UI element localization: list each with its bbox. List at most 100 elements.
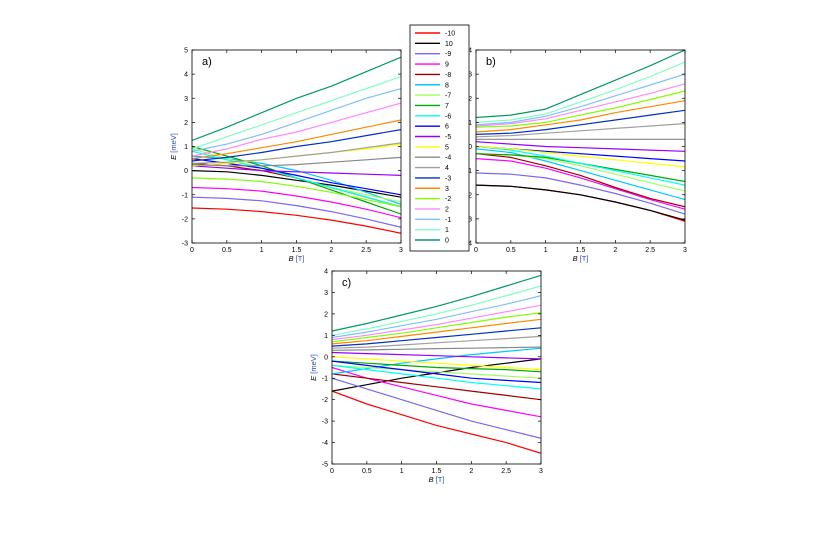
y-axis-unit: [meV] (309, 354, 318, 374)
legend-entry: 6 (445, 124, 449, 131)
series-line--2 (192, 177, 401, 208)
x-tick-label: 1 (544, 247, 548, 254)
legend-entry: -1 (445, 217, 451, 224)
panel-a-plot: 0 0.5 1 1.5 2 2.5 3 -3 -2 -1 0 1 2 3 4 5 B [T] E [meV] a) (169, 48, 403, 264)
legend-entry: 9 (445, 62, 449, 69)
y-axis-unit: [meV] (169, 133, 178, 153)
series-line-9 (192, 186, 401, 219)
series-line--9 (192, 196, 401, 228)
series-line-0 (332, 274, 541, 332)
series-line--4 (332, 346, 541, 351)
series-line-9 (332, 366, 541, 418)
series-line--5 (476, 141, 685, 152)
legend-entry: -3 (445, 175, 451, 182)
y-tick-label: 4 (468, 48, 472, 55)
y-tick-label: 2 (468, 96, 472, 103)
legend-entry: -7 (445, 93, 451, 100)
legend-entry: -5 (445, 134, 451, 141)
panel-c-plot: 0 0.5 1 1.5 2 2.5 3 -5 -4 -3 -2 -1 0 1 2 3 4 B [T] E [meV]… (309, 269, 543, 485)
y-tick-label: -2 (322, 397, 328, 404)
panel-label: c) (342, 277, 351, 289)
series-line--8 (332, 373, 541, 401)
x-axis-label: B [T] (429, 475, 445, 484)
legend-entry: 2 (445, 206, 449, 213)
y-tick-label: -1 (182, 192, 188, 199)
y-tick-label: 3 (468, 72, 472, 79)
x-tick-label: 2.5 (361, 247, 371, 254)
series-line--6 (476, 145, 685, 186)
series-line-3 (332, 318, 541, 345)
y-tick-label: 1 (184, 144, 188, 151)
x-axis-variable: B (289, 254, 294, 263)
y-tick-label: 4 (184, 72, 188, 79)
series-line-0 (192, 56, 401, 142)
x-tick-label: 0 (474, 247, 478, 254)
legend-entry: -9 (445, 51, 451, 58)
x-tick-label: 1.5 (292, 247, 302, 254)
series-line--5 (192, 165, 401, 176)
series-line--1 (476, 73, 685, 126)
y-axis-label: E [meV] (309, 354, 318, 381)
legend-entry: 10 (445, 41, 453, 48)
x-axis-label: B [T] (573, 254, 589, 263)
series-line-4 (332, 335, 541, 349)
series-line-1 (476, 61, 685, 123)
series-line-3 (476, 100, 685, 133)
x-tick-label: 2.5 (501, 468, 511, 475)
x-axis-label: B [T] (289, 254, 305, 263)
legend-entry: -4 (445, 155, 451, 162)
x-tick-label: 3 (399, 247, 403, 254)
series-line--9 (476, 172, 685, 215)
y-tick-label: 1 (468, 120, 472, 127)
y-tick-label: -1 (322, 376, 328, 383)
series-group (476, 50, 685, 222)
series-line-2 (476, 83, 685, 127)
series-line-8 (476, 148, 685, 201)
series-group (192, 56, 401, 234)
series-line-1 (332, 285, 541, 336)
series-line-7 (332, 360, 541, 373)
y-tick-label: 2 (184, 120, 188, 127)
series-line--7 (332, 364, 541, 379)
series-line-2 (332, 304, 541, 341)
x-tick-label: 2 (469, 468, 473, 475)
series-line-8 (332, 347, 541, 375)
y-axis-variable: E (169, 154, 178, 160)
x-axis-unit: [T] (436, 475, 445, 484)
legend-entry: 8 (445, 82, 449, 89)
legend-entry: 3 (445, 186, 449, 193)
series-line-5 (332, 356, 541, 371)
x-tick-label: 1 (260, 247, 264, 254)
x-tick-label: 2.5 (645, 247, 655, 254)
series-group (332, 274, 541, 454)
series-line--3 (476, 109, 685, 135)
series-line-4 (476, 123, 685, 138)
x-tick-label: 0 (330, 468, 334, 475)
series-line--10 (332, 390, 541, 454)
series-line--10 (192, 207, 401, 234)
panel-label: a) (202, 56, 212, 68)
series-line--6 (192, 150, 401, 208)
y-tick-label: -3 (182, 241, 188, 248)
x-tick-label: 1.5 (576, 247, 586, 254)
series-line-5 (476, 145, 685, 168)
legend-entry: -8 (445, 72, 451, 79)
y-tick-label: -5 (322, 462, 328, 469)
x-tick-label: 0.5 (506, 247, 516, 254)
x-axis-unit: [T] (580, 254, 589, 263)
y-axis-variable: E (309, 375, 318, 381)
y-tick-label: 0 (468, 144, 472, 151)
series-line--9 (332, 377, 541, 439)
x-tick-label: 1.5 (432, 468, 442, 475)
series-line--4 (192, 156, 401, 167)
x-tick-label: 2 (613, 247, 617, 254)
series-line-1 (192, 75, 401, 150)
y-tick-label: 3 (324, 290, 328, 297)
series-line--3 (332, 327, 541, 347)
x-axis-variable: B (573, 254, 578, 263)
y-tick-label: 4 (324, 269, 328, 276)
y-tick-label: 1 (324, 333, 328, 340)
x-tick-label: 0.5 (362, 468, 372, 475)
